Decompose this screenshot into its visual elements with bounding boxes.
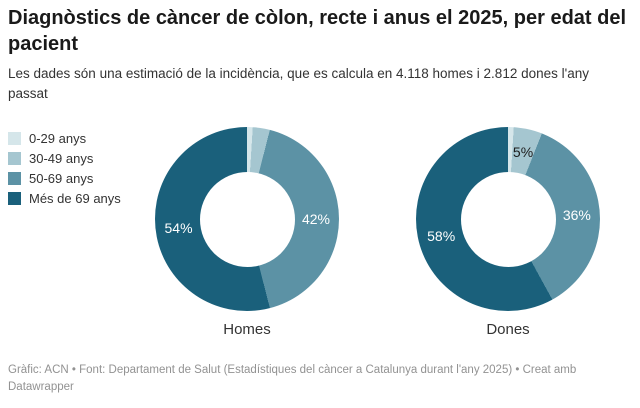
legend-item-50-69: 50-69 anys (8, 170, 121, 186)
donut-chart-dones[interactable]: 5% 36% 58% (416, 127, 600, 311)
donut-caption-dones: Dones (486, 321, 530, 338)
chart-title: Diagnòstics de càncer de còlon, recte i … (8, 7, 627, 55)
legend-label-30-49: 30-49 anys (29, 150, 94, 166)
legend-label-50-69: 50-69 anys (29, 170, 94, 186)
legend-label-0-29: 0-29 anys (29, 130, 87, 146)
legend-swatch-50-69 (8, 171, 21, 185)
legend-label-mes-69: Més de 69 anys (29, 190, 121, 206)
donut-chart-homes[interactable]: 42% 54% (155, 127, 339, 311)
legend-swatch-30-49 (8, 151, 21, 165)
legend-item-mes-69: Més de 69 anys (8, 190, 121, 206)
slice-label: 42% (301, 211, 331, 227)
legend-swatch-mes-69 (8, 191, 21, 205)
chart-footer: Gràfic: ACN • Font: Departament de Salut… (8, 364, 577, 393)
legend-item-30-49: 30-49 anys (8, 150, 121, 166)
slice-label: 36% (562, 206, 591, 223)
legend-swatch-0-29 (8, 131, 21, 145)
slice-label: 58% (427, 228, 456, 245)
legend-item-0-29: 0-29 anys (8, 130, 121, 146)
slice-label: 54% (164, 219, 193, 236)
donut-caption-homes: Homes (223, 321, 271, 338)
donut-hole (460, 171, 556, 267)
slice-label: 5% (512, 143, 534, 160)
chart-subtitle: Les dades són una estimació de la incidè… (8, 66, 589, 101)
donut-hole (199, 171, 295, 267)
legend: 0-29 anys 30-49 anys 50-69 anys Més de 6… (8, 131, 121, 211)
